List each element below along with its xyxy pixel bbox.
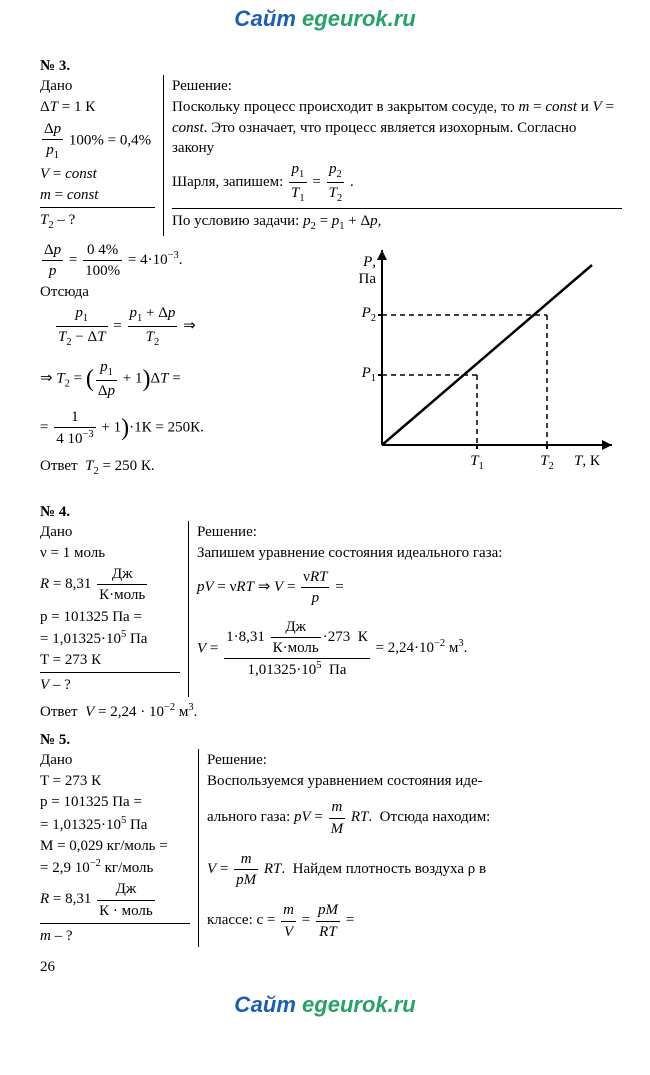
p4-ans: Ответ V = 2,24 · 10−2 м3.: [40, 701, 622, 722]
p3-sol-p2: Шарля, запишем: p1T1 = p2T2 .: [172, 159, 622, 206]
prob4-solution: Решение: Запишем уравнение состояния иде…: [189, 521, 622, 697]
p3-g4: m = const: [40, 185, 155, 205]
dano5: Дано: [40, 750, 190, 770]
p5-g1: T = 273 К: [40, 771, 190, 791]
p5-sol-p2: ального газа: pV = mM RT. Отсюда находим…: [207, 797, 622, 839]
p-t-graph: P,ПаP2P1T1T2T, К: [332, 240, 622, 490]
prob4-num: № 4.: [40, 504, 622, 521]
p5-find: m – ?: [40, 926, 190, 946]
p4-sol-p1: Запишем уравнение состояния идеального г…: [197, 543, 622, 563]
p3-sol-title: Решение:: [172, 76, 622, 96]
dano4: Дано: [40, 522, 180, 542]
p5-sol-p1: Воспользуемся уравнением состояния иде-: [207, 771, 622, 791]
p5-g5: = 2,9 10−2 кг/моль: [40, 857, 190, 878]
prob5-given: Дано T = 273 К p = 101325 Па = = 1,01325…: [40, 749, 199, 947]
prob4-given: Дано ν = 1 моль R = 8,31 ДжК·моль p = 10…: [40, 521, 189, 697]
prob5-solution: Решение: Воспользуемся уравнением состоя…: [199, 749, 622, 947]
p3-g2: Δpp1 100% = 0,4%: [40, 119, 155, 163]
p5-sol-title: Решение:: [207, 750, 622, 770]
p4-find: V – ?: [40, 675, 180, 695]
p5-g4: M = 0,029 кг/моль =: [40, 836, 190, 856]
p4-sol-p2: pV = νRT ⇒ V = νRTp =: [197, 567, 622, 609]
wm-text1: Сайт: [234, 6, 302, 31]
page-content: № 3. Дано ΔT = 1 К Δpp1 100% = 0,4% V = …: [0, 38, 650, 986]
prob3-solution: Решение: Поскольку процесс происходит в …: [164, 75, 622, 236]
prob3-num: № 3.: [40, 58, 622, 75]
p3-sol-p3: По условию задачи: p2 = p1 + Δp,: [172, 211, 622, 234]
prob4-cols: Дано ν = 1 моль R = 8,31 ДжК·моль p = 10…: [40, 521, 622, 697]
p5-g3: = 1,01325·105 Па: [40, 814, 190, 835]
prob5-cols: Дано T = 273 К p = 101325 Па = = 1,01325…: [40, 749, 622, 947]
dano3: Дано: [40, 76, 155, 96]
p4-sol-p3: V = 1·8,31 ДжК·моль·273 К1,01325·105 Па …: [197, 617, 622, 681]
p5-sol-p3: V = mpM RT. Найдем плотность воздуха ρ в: [207, 849, 622, 891]
watermark-top: Сайт egeurok.ru: [0, 0, 650, 38]
prob3-cols: Дано ΔT = 1 К Δpp1 100% = 0,4% V = const…: [40, 75, 622, 236]
p4-g5: T = 273 К: [40, 650, 180, 670]
p4-g4: = 1,01325·105 Па: [40, 628, 180, 649]
p3-find: T2 – ?: [40, 210, 155, 233]
prob3-body: P,ПаP2P1T1T2T, К Δpp = 0 4%100% = 4·10−3…: [40, 240, 622, 494]
wm-text2: egeurok.ru: [302, 6, 416, 31]
p4-g2: R = 8,31 ДжК·моль: [40, 564, 180, 606]
p4-g3: p = 101325 Па =: [40, 607, 180, 627]
p3-sol-p1: Поскольку процесс происходит в закрытом …: [172, 97, 622, 158]
prob5-num: № 5.: [40, 732, 622, 749]
p3-g3: V = const: [40, 164, 155, 184]
p4-sol-title: Решение:: [197, 522, 622, 542]
prob3-given: Дано ΔT = 1 К Δpp1 100% = 0,4% V = const…: [40, 75, 164, 236]
p5-g6: R = 8,31 ДжК · моль: [40, 879, 190, 921]
p5-sol-p4: классе: с = mV = pMRT =: [207, 900, 622, 942]
p5-g2: p = 101325 Па =: [40, 792, 190, 812]
watermark-bottom: Сайт egeurok.ru: [0, 986, 650, 1024]
p4-g1: ν = 1 моль: [40, 543, 180, 563]
p3-g1: ΔT = 1 К: [40, 97, 155, 117]
page-number: 26: [40, 959, 622, 976]
